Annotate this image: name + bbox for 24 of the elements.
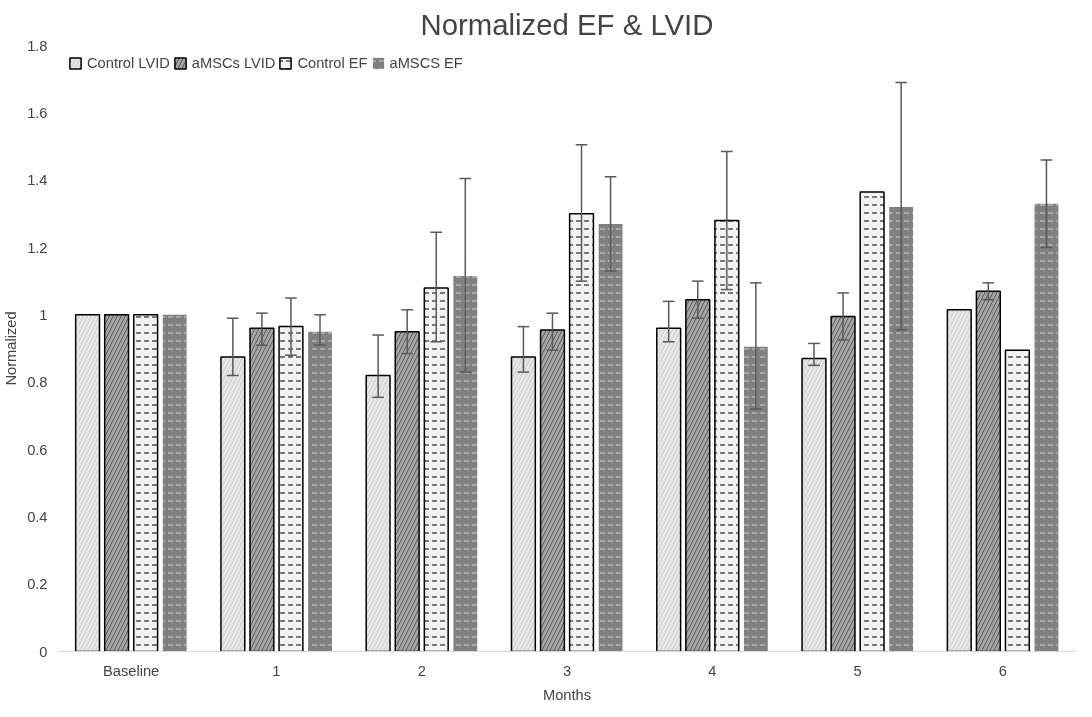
x-tick-label: Baseline: [103, 662, 160, 679]
y-tick-label: 0.6: [27, 441, 48, 458]
x-axis-title: Months: [542, 686, 592, 703]
y-axis-title: Normalized: [3, 311, 20, 386]
y-tick-label: 1.6: [27, 104, 48, 121]
y-tick-label: 0.2: [27, 576, 48, 593]
y-tick-label: 1.4: [27, 172, 48, 189]
x-tick-label: 5: [853, 662, 862, 679]
y-tick-label: 0: [39, 643, 48, 660]
y-tick-label: 0.4: [27, 508, 48, 525]
x-tick-label: 6: [998, 662, 1007, 679]
x-tick-label: 3: [562, 662, 572, 679]
y-tick-label: 0.8: [27, 374, 48, 391]
x-tick-label: 1: [272, 662, 281, 679]
legend-label: aMSCs LVID: [191, 55, 276, 71]
legend-label: Control LVID: [87, 55, 170, 71]
y-tick-label: 1: [39, 306, 48, 323]
chart-title: Normalized EF & LVID: [420, 7, 714, 41]
y-tick-label: 1.8: [27, 37, 48, 54]
y-tick-label: 1.2: [27, 239, 48, 256]
legend-label: Control EF: [297, 55, 368, 71]
x-tick-label: 2: [417, 662, 426, 679]
legend-label: aMSCS EF: [389, 55, 463, 71]
x-tick-label: 4: [708, 662, 717, 679]
